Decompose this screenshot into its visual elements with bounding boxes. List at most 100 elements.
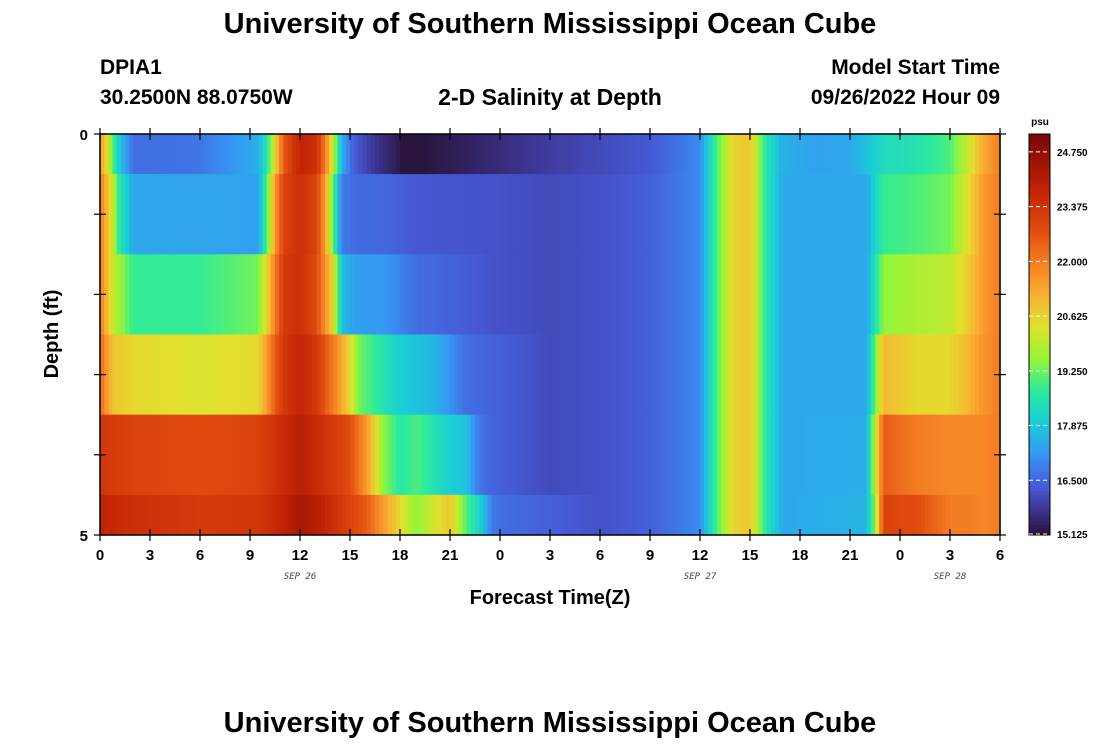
heatmap-cell: [700, 494, 705, 536]
heatmap-cell: [970, 174, 976, 255]
heatmap-cell: [741, 174, 747, 255]
colorbar-segment: [1029, 414, 1050, 419]
heatmap-cell: [987, 174, 993, 255]
heatmap-cell: [987, 134, 993, 175]
heatmap-cell: [529, 254, 534, 335]
x-tick-label: 9: [246, 547, 254, 564]
heatmap-cell: [320, 254, 326, 335]
heatmap-cell: [387, 174, 393, 255]
heatmap-cell: [912, 414, 918, 496]
heatmap-cell: [633, 414, 639, 496]
colorbar-segment: [1029, 371, 1050, 376]
heatmap-cell: [233, 134, 239, 175]
heatmap-cell: [454, 254, 459, 335]
heatmap-cell: [541, 414, 547, 496]
heatmap-cell: [675, 134, 680, 175]
heatmap-cell: [304, 134, 309, 175]
heatmap-cell: [958, 334, 964, 416]
heatmap-cell: [750, 254, 755, 335]
heatmap-cell: [925, 134, 930, 175]
heatmap-cell: [370, 254, 376, 335]
heatmap-cell: [241, 494, 247, 536]
heatmap-cell: [108, 134, 114, 175]
heatmap-cell: [379, 174, 384, 255]
colorbar-segment: [1029, 488, 1050, 493]
heatmap-cell: [437, 334, 443, 416]
heatmap-cell: [550, 134, 555, 175]
heatmap-cell: [766, 414, 772, 496]
heatmap-cell: [466, 334, 472, 416]
heatmap-cell: [554, 334, 559, 416]
heatmap-cell: [487, 254, 493, 335]
heatmap-cell: [312, 494, 318, 536]
heatmap-cell: [754, 254, 759, 335]
heatmap-cell: [770, 414, 776, 496]
heatmap-cell: [325, 254, 330, 335]
heatmap-cell: [562, 134, 568, 175]
heatmap-cell: [691, 174, 697, 255]
heatmap-cell: [433, 334, 439, 416]
heatmap-cell: [337, 254, 343, 335]
heatmap-cell: [966, 414, 972, 496]
heatmap-cell: [283, 134, 289, 175]
heatmap-cell: [758, 254, 764, 335]
heatmap-cell: [225, 134, 230, 175]
heatmap-cell: [770, 174, 776, 255]
heatmap-cell: [612, 494, 618, 536]
heatmap-cell: [891, 494, 897, 536]
heatmap-cell: [412, 494, 418, 536]
heatmap-cell: [737, 134, 743, 175]
heatmap-cell: [666, 174, 672, 255]
heatmap-cell: [845, 334, 851, 416]
heatmap-cell: [170, 334, 176, 416]
heatmap-cell: [133, 174, 139, 255]
heatmap-cell: [295, 414, 301, 496]
heatmap-cell: [570, 174, 576, 255]
heatmap-cell: [912, 254, 918, 335]
heatmap-cell: [366, 334, 372, 416]
heatmap-cell: [795, 174, 801, 255]
heatmap-cell: [895, 494, 901, 536]
heatmap-cell: [825, 334, 830, 416]
heatmap-cell: [762, 174, 768, 255]
heatmap-cell: [350, 134, 355, 175]
colorbar-segment: [1029, 164, 1050, 168]
heatmap-cell: [337, 414, 343, 496]
heatmap-cell: [858, 494, 864, 536]
date-label: SEP 28: [934, 572, 967, 582]
heatmap-cell: [783, 134, 789, 175]
heatmap-cell: [529, 174, 534, 255]
heatmap-cell: [116, 134, 122, 175]
heatmap-cell: [758, 494, 764, 536]
heatmap-cell: [720, 414, 726, 496]
heatmap-cell: [929, 414, 934, 496]
heatmap-cell: [933, 134, 939, 175]
heatmap-cell: [250, 494, 255, 536]
heatmap-cell: [412, 334, 418, 416]
colorbar-segment: [1029, 387, 1050, 392]
heatmap-cell: [575, 334, 580, 416]
heatmap-cell: [629, 134, 634, 175]
heatmap-cell: [208, 134, 214, 175]
heatmap-cell: [366, 134, 372, 175]
heatmap-cell: [529, 334, 534, 416]
heatmap-cell: [454, 494, 459, 536]
heatmap-cell: [720, 134, 726, 175]
heatmap-cell: [600, 134, 605, 175]
heatmap-cell: [262, 134, 268, 175]
heatmap-cell: [725, 334, 730, 416]
heatmap-cell: [212, 134, 218, 175]
heatmap-cell: [129, 334, 134, 416]
heatmap-cell: [312, 134, 318, 175]
heatmap-cell: [400, 134, 405, 175]
heatmap-cell: [533, 334, 539, 416]
heatmap-cell: [825, 134, 830, 175]
heatmap-cell: [620, 414, 626, 496]
heatmap-cell: [595, 334, 601, 416]
colorbar-segment: [1029, 458, 1050, 462]
colorbar-segment: [1029, 177, 1050, 182]
date-labels: SEP 26 SEP 27 SEP 28: [284, 572, 967, 582]
heatmap-cell: [870, 134, 876, 175]
heatmap-cell: [562, 334, 568, 416]
heatmap-cell: [429, 134, 434, 175]
